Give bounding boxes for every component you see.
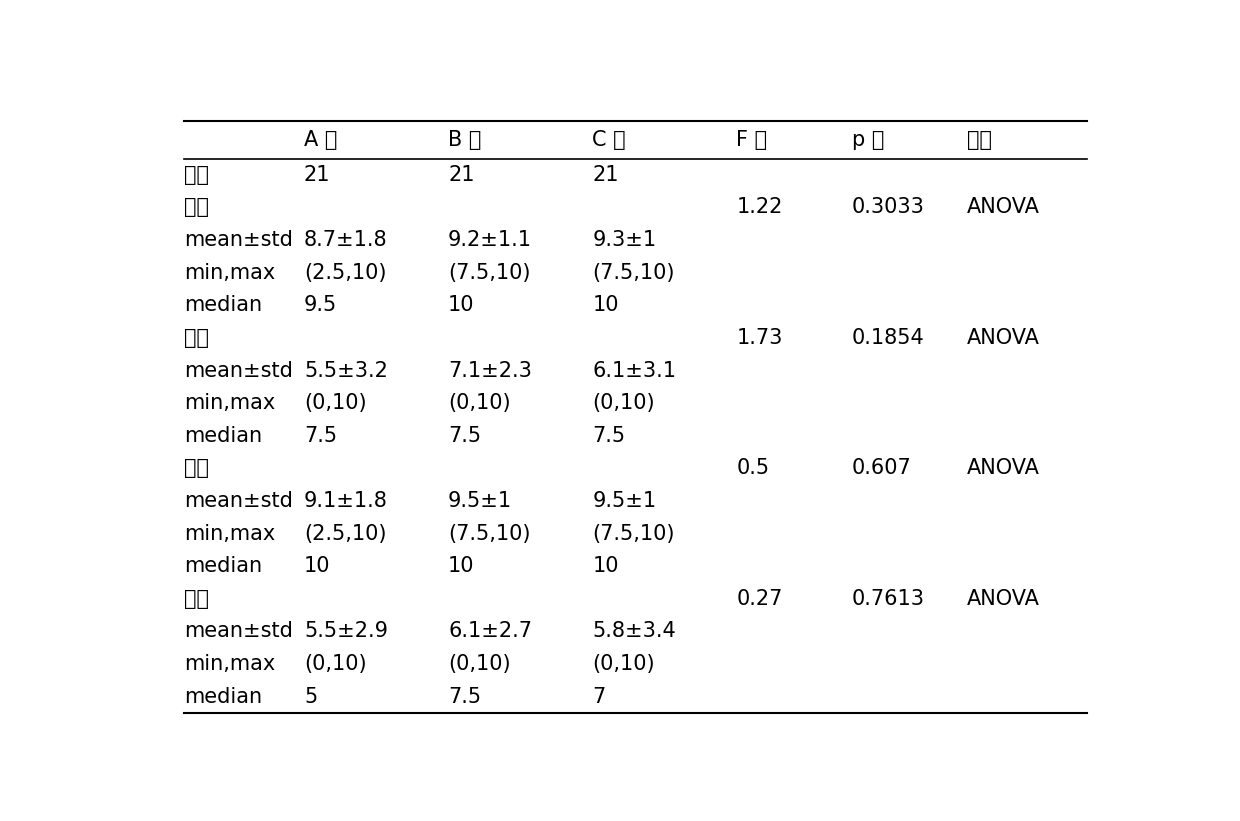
Text: 5.5±2.9: 5.5±2.9 [304,621,388,641]
Text: 0.5: 0.5 [737,458,770,479]
Text: (2.5,10): (2.5,10) [304,263,387,282]
Text: 0.7613: 0.7613 [852,589,925,609]
Text: 6.1±3.1: 6.1±3.1 [593,360,676,381]
Text: median: median [184,426,262,446]
Text: 8.7±1.8: 8.7±1.8 [304,230,388,250]
Text: 10: 10 [448,557,475,576]
Text: 7.1±2.3: 7.1±2.3 [448,360,532,381]
Text: (0,10): (0,10) [593,654,655,674]
Text: (2.5,10): (2.5,10) [304,524,387,544]
Text: 7.5: 7.5 [448,686,481,707]
Text: (0,10): (0,10) [448,654,511,674]
Text: 7.5: 7.5 [448,426,481,446]
Text: ANOVA: ANOVA [967,458,1040,479]
Text: min,max: min,max [184,263,275,282]
Text: 9.5: 9.5 [304,296,337,315]
Text: 9.1±1.8: 9.1±1.8 [304,491,388,511]
Text: 9.3±1: 9.3±1 [593,230,656,250]
Text: mean±std: mean±std [184,230,293,250]
Text: mean±std: mean±std [184,360,293,381]
Text: 颜色: 颜色 [184,458,208,479]
Text: mean±std: mean±std [184,491,293,511]
Text: p 值: p 值 [852,130,884,149]
Text: 10: 10 [593,557,619,576]
Text: 7.5: 7.5 [593,426,625,446]
Text: (0,10): (0,10) [593,393,655,413]
Text: A 药: A 药 [304,130,337,149]
Text: 5.8±3.4: 5.8±3.4 [593,621,676,641]
Text: C 药: C 药 [593,130,626,149]
Text: B 药: B 药 [448,130,481,149]
Text: 6.1±2.7: 6.1±2.7 [448,621,532,641]
Text: (0,10): (0,10) [448,393,511,413]
Text: median: median [184,686,262,707]
Text: 5: 5 [304,686,317,707]
Text: (7.5,10): (7.5,10) [448,524,531,544]
Text: F 值: F 值 [737,130,768,149]
Text: 9.5±1: 9.5±1 [448,491,512,511]
Text: (0,10): (0,10) [304,393,367,413]
Text: 10: 10 [304,557,330,576]
Text: min,max: min,max [184,524,275,544]
Text: 10: 10 [593,296,619,315]
Text: min,max: min,max [184,393,275,413]
Text: 5.5±3.2: 5.5±3.2 [304,360,388,381]
Text: 7.5: 7.5 [304,426,337,446]
Text: 1.22: 1.22 [737,198,782,218]
Text: 例数: 例数 [184,165,208,185]
Text: (0,10): (0,10) [304,654,367,674]
Text: 7: 7 [593,686,605,707]
Text: (7.5,10): (7.5,10) [448,263,531,282]
Text: 21: 21 [593,165,619,185]
Text: 检验: 检验 [967,130,992,149]
Text: ANOVA: ANOVA [967,198,1040,218]
Text: 0.607: 0.607 [852,458,911,479]
Text: min,max: min,max [184,654,275,674]
Text: 0.1854: 0.1854 [852,328,925,348]
Text: (7.5,10): (7.5,10) [593,263,675,282]
Text: 外观: 外观 [184,198,208,218]
Text: 9.2±1.1: 9.2±1.1 [448,230,532,250]
Text: 1.73: 1.73 [737,328,782,348]
Text: median: median [184,296,262,315]
Text: 21: 21 [448,165,475,185]
Text: 味道: 味道 [184,589,208,609]
Text: mean±std: mean±std [184,621,293,641]
Text: 10: 10 [448,296,475,315]
Text: ANOVA: ANOVA [967,328,1040,348]
Text: ANOVA: ANOVA [967,589,1040,609]
Text: 0.27: 0.27 [737,589,782,609]
Text: 0.3033: 0.3033 [852,198,925,218]
Text: (7.5,10): (7.5,10) [593,524,675,544]
Text: 21: 21 [304,165,330,185]
Text: 9.5±1: 9.5±1 [593,491,656,511]
Text: 气味: 气味 [184,328,208,348]
Text: median: median [184,557,262,576]
